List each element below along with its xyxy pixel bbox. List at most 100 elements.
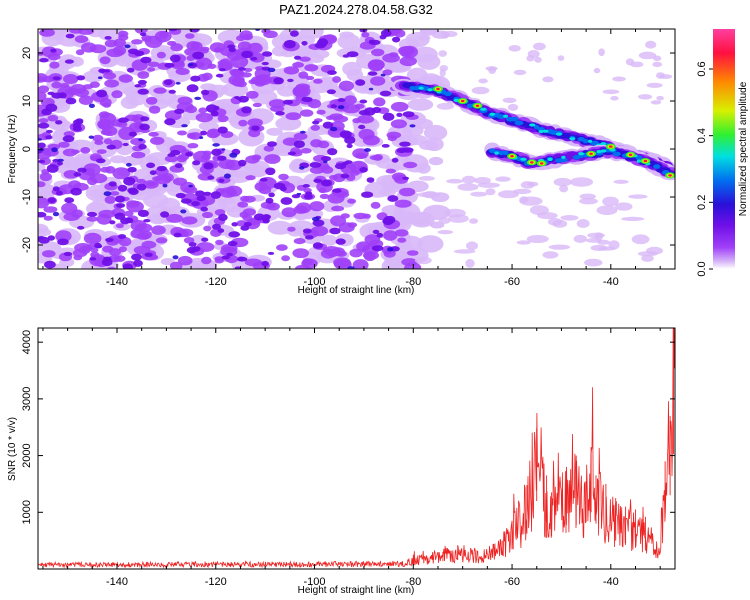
noise-blob — [47, 114, 59, 122]
noise-blob — [342, 104, 361, 114]
colorbar-tick-label: 0.4 — [696, 128, 708, 143]
signal-ridge-upper — [569, 137, 576, 141]
noise-blob — [196, 242, 215, 252]
snr-ytick-label: 1000 — [21, 500, 33, 524]
colorbar — [713, 29, 735, 269]
noise-blob — [192, 160, 201, 166]
noise-blob — [195, 112, 213, 123]
noise-blob — [513, 188, 532, 195]
noise-blob — [241, 50, 254, 59]
spectrogram-ylabel: Frequency (Hz) — [7, 115, 18, 184]
noise-blob — [38, 241, 62, 255]
noise-blob — [240, 225, 250, 231]
noise-blob — [154, 30, 172, 43]
noise-blob — [207, 128, 221, 138]
noise-blob — [495, 176, 511, 182]
noise-blob — [548, 244, 571, 250]
noise-blob — [144, 252, 153, 257]
noise-blob — [409, 124, 416, 128]
noise-blob — [370, 76, 386, 86]
noise-blob — [57, 158, 64, 162]
noise-blob — [97, 76, 103, 79]
noise-blob — [313, 178, 323, 183]
noise-blob — [340, 213, 350, 219]
spectrogram-ytick-label: 0 — [21, 146, 33, 152]
noise-blob — [118, 30, 129, 38]
noise-blob — [593, 67, 601, 74]
noise-blob — [320, 156, 332, 162]
noise-blob — [68, 180, 82, 190]
noise-blob — [118, 126, 137, 140]
noise-blob — [139, 123, 150, 131]
noise-blob — [65, 33, 75, 39]
noise-blob — [55, 230, 72, 243]
noise-blob — [104, 195, 116, 204]
noise-blob — [74, 153, 96, 164]
noise-blob — [309, 54, 325, 63]
noise-blob — [287, 78, 294, 83]
noise-blob — [218, 68, 226, 72]
snr-xtick-label: -140 — [106, 576, 128, 588]
noise-blob — [332, 188, 342, 193]
noise-blob — [114, 255, 126, 262]
noise-blob — [42, 250, 56, 258]
noise-blob — [176, 155, 187, 163]
signal-peak — [510, 155, 514, 158]
noise-blob — [353, 212, 368, 220]
signal-ridge-upper — [489, 112, 496, 116]
noise-blob — [45, 135, 53, 140]
signal-peak — [609, 145, 613, 148]
noise-blob — [389, 52, 398, 58]
noise-blob — [118, 246, 127, 253]
noise-blob — [579, 198, 598, 205]
noise-blob — [438, 217, 451, 224]
noise-blob — [295, 264, 311, 269]
noise-blob — [120, 217, 130, 225]
noise-blob — [64, 59, 74, 64]
noise-blob — [238, 67, 246, 71]
figure-title: PAZ1.2024.278.04.58.G32 — [279, 2, 433, 17]
noise-blob — [310, 124, 320, 131]
noise-blob — [646, 82, 663, 88]
noise-blob — [118, 117, 129, 123]
noise-blob — [469, 218, 479, 224]
snr-xtick-label: -60 — [504, 576, 520, 588]
noise-blob — [217, 228, 225, 233]
noise-blob — [262, 51, 273, 57]
noise-blob — [73, 255, 83, 261]
noise-blob — [470, 191, 488, 197]
noise-blob — [381, 144, 390, 148]
noise-blob — [198, 107, 208, 114]
spectrogram-ytick-label: -10 — [21, 189, 33, 205]
noise-blob — [47, 235, 55, 241]
noise-blob — [46, 164, 59, 173]
noise-blob — [399, 187, 416, 197]
noise-blob — [96, 244, 103, 249]
noise-blob — [418, 176, 435, 181]
noise-blob — [610, 96, 619, 101]
noise-blob — [172, 255, 179, 260]
noise-blob — [136, 183, 147, 191]
noise-blob — [368, 39, 376, 45]
noise-blob — [300, 29, 324, 39]
noise-blob — [327, 148, 338, 156]
noise-blob — [138, 138, 144, 142]
noise-blob — [359, 29, 368, 33]
noise-blob — [466, 241, 478, 251]
signal-ridge-lower — [578, 152, 585, 156]
noise-blob — [201, 154, 210, 160]
noise-blob — [38, 197, 50, 209]
noise-blob — [47, 91, 55, 96]
signal-ridge-lower — [600, 149, 607, 153]
noise-blob — [309, 166, 325, 174]
snr-xtick-label: -40 — [603, 576, 619, 588]
noise-blob — [390, 119, 407, 129]
signal-peak — [628, 153, 633, 156]
noise-blob — [302, 258, 313, 266]
colorbar-tick-label: 0.2 — [696, 195, 708, 210]
noise-blob — [273, 182, 286, 190]
noise-blob — [347, 198, 357, 204]
noise-blob — [371, 48, 385, 57]
noise-blob — [303, 194, 313, 200]
spectrogram-xtick-label: -120 — [205, 276, 227, 288]
